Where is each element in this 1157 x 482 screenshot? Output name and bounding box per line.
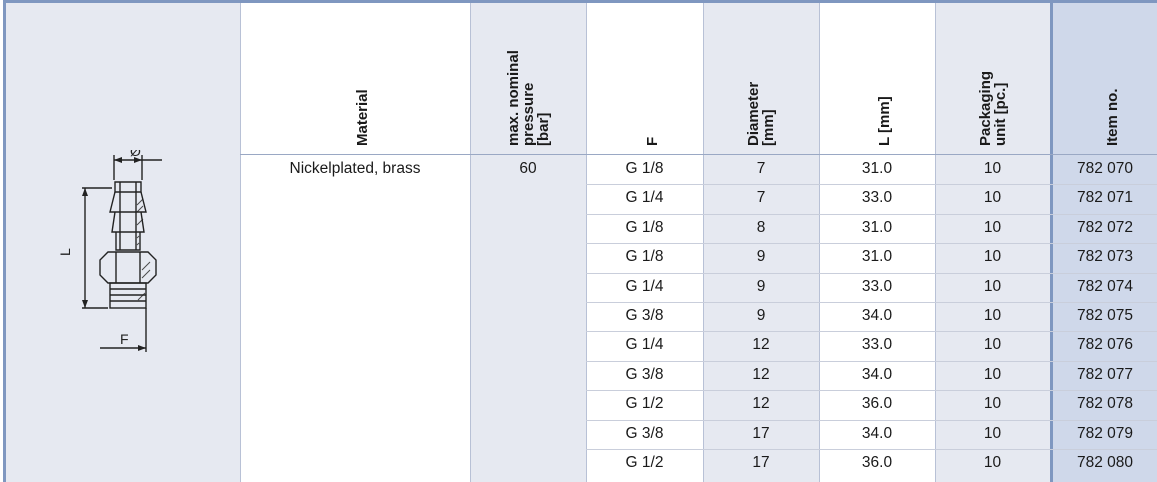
row-divider xyxy=(586,361,1157,362)
cell-packaging: 10 xyxy=(983,454,1002,471)
row-divider xyxy=(586,420,1157,421)
cell-item: 782 079 xyxy=(1076,424,1134,442)
header-diameter: Diameter [mm] xyxy=(745,81,777,146)
cell-item: 782 074 xyxy=(1076,277,1134,295)
cell-length: 33.0 xyxy=(861,336,893,354)
row-divider xyxy=(586,184,1157,185)
header-packaging: Packaging unit [pc.] xyxy=(976,70,1009,146)
cell-length: 31.0 xyxy=(861,248,893,266)
cell-packaging: 10 xyxy=(983,307,1002,324)
cell-packaging: 10 xyxy=(983,248,1002,266)
cell-packaging: 10 xyxy=(983,336,1002,354)
row-divider xyxy=(586,390,1157,391)
fitting-drawing: Ø L F xyxy=(60,150,162,352)
cell-diameter: 7 xyxy=(756,189,766,207)
row-divider xyxy=(586,331,1157,332)
cell-f: G 1/8 xyxy=(625,218,664,236)
row-divider xyxy=(586,302,1157,303)
cell-length: 36.0 xyxy=(861,454,893,471)
cell-item: 782 073 xyxy=(1076,248,1134,266)
cell-diameter: 17 xyxy=(752,424,770,442)
cell-item: 782 075 xyxy=(1076,307,1134,324)
pressure-value: 60 xyxy=(519,160,537,177)
row-divider xyxy=(586,449,1157,450)
header-divider xyxy=(240,154,1157,155)
cell-item: 782 077 xyxy=(1076,365,1134,383)
cell-packaging: 10 xyxy=(983,160,1002,177)
cell-diameter: 12 xyxy=(752,365,770,383)
cell-item: 782 078 xyxy=(1076,395,1134,413)
cell-item: 782 070 xyxy=(1076,160,1134,177)
diameter-label: Ø xyxy=(130,150,141,159)
header-pressure: max. nominal pressure [bar] xyxy=(505,50,552,146)
cell-length: 34.0 xyxy=(861,365,893,383)
cell-packaging: 10 xyxy=(983,277,1002,295)
column-divider xyxy=(935,3,936,482)
cell-diameter: 7 xyxy=(756,160,766,177)
cell-f: G 1/4 xyxy=(625,189,664,207)
cell-f: G 1/4 xyxy=(625,336,664,354)
row-divider xyxy=(586,214,1157,215)
packaging-column-shade xyxy=(935,3,1050,482)
header-material: Material xyxy=(354,89,371,146)
cell-length: 31.0 xyxy=(861,218,893,236)
length-label: L xyxy=(60,248,73,256)
cell-length: 33.0 xyxy=(861,277,893,295)
cell-f: G 1/2 xyxy=(625,454,664,471)
item-column-shade xyxy=(1050,3,1157,482)
cell-length: 36.0 xyxy=(861,395,893,413)
header-f: F xyxy=(643,136,661,146)
cell-packaging: 10 xyxy=(983,218,1002,236)
cell-diameter: 9 xyxy=(756,248,766,266)
cell-length: 33.0 xyxy=(861,189,893,207)
row-divider xyxy=(586,273,1157,274)
column-divider xyxy=(703,3,704,482)
header-length: L [mm] xyxy=(876,96,893,146)
cell-item: 782 071 xyxy=(1076,189,1134,207)
thread-label: F xyxy=(120,331,129,347)
cell-packaging: 10 xyxy=(983,189,1002,207)
cell-item: 782 076 xyxy=(1076,336,1134,354)
cell-length: 34.0 xyxy=(861,307,893,324)
table-frame xyxy=(3,0,1157,482)
cell-diameter: 12 xyxy=(752,336,770,354)
cell-length: 31.0 xyxy=(861,160,893,177)
cell-f: G 3/8 xyxy=(625,424,664,442)
cell-packaging: 10 xyxy=(983,365,1002,383)
cell-f: G 3/8 xyxy=(625,307,664,324)
pressure-column-shade xyxy=(470,3,586,482)
cell-f: G 1/2 xyxy=(625,395,664,413)
column-divider xyxy=(819,3,820,482)
cell-length: 34.0 xyxy=(861,424,893,442)
column-divider xyxy=(470,3,471,482)
diameter-column-shade xyxy=(703,3,819,482)
material-value: Nickelplated, brass xyxy=(289,160,421,177)
cell-packaging: 10 xyxy=(983,424,1002,442)
cell-diameter: 9 xyxy=(756,277,766,295)
product-image-column xyxy=(6,3,240,482)
cell-f: G 3/8 xyxy=(625,365,664,383)
cell-diameter: 17 xyxy=(752,454,770,471)
header-item-no: Item no. xyxy=(1104,88,1121,146)
cell-f: G 1/8 xyxy=(625,160,664,177)
column-divider xyxy=(240,3,241,482)
cell-diameter: 12 xyxy=(752,395,770,413)
cell-f: G 1/8 xyxy=(625,248,664,266)
cell-diameter: 9 xyxy=(756,307,766,324)
column-divider xyxy=(586,3,587,482)
row-divider xyxy=(586,243,1157,244)
cell-packaging: 10 xyxy=(983,395,1002,413)
cell-item: 782 080 xyxy=(1076,454,1134,471)
cell-f: G 1/4 xyxy=(625,277,664,295)
cell-item: 782 072 xyxy=(1076,218,1134,236)
cell-diameter: 8 xyxy=(756,218,766,236)
